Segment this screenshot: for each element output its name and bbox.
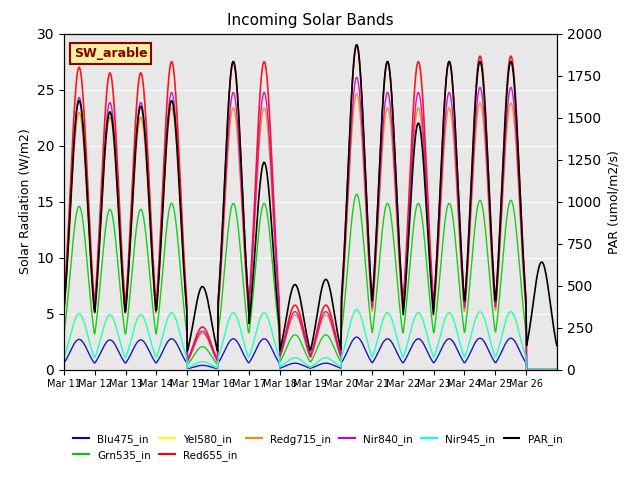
Title: Incoming Solar Bands: Incoming Solar Bands [227,13,394,28]
Legend: Blu475_in, Grn535_in, Yel580_in, Red655_in, Redg715_in, Nir840_in, Nir945_in, PA: Blu475_in, Grn535_in, Yel580_in, Red655_… [69,430,566,465]
Y-axis label: PAR (umol/m2/s): PAR (umol/m2/s) [607,150,620,253]
Text: SW_arable: SW_arable [74,47,147,60]
Y-axis label: Solar Radiation (W/m2): Solar Radiation (W/m2) [18,129,31,275]
